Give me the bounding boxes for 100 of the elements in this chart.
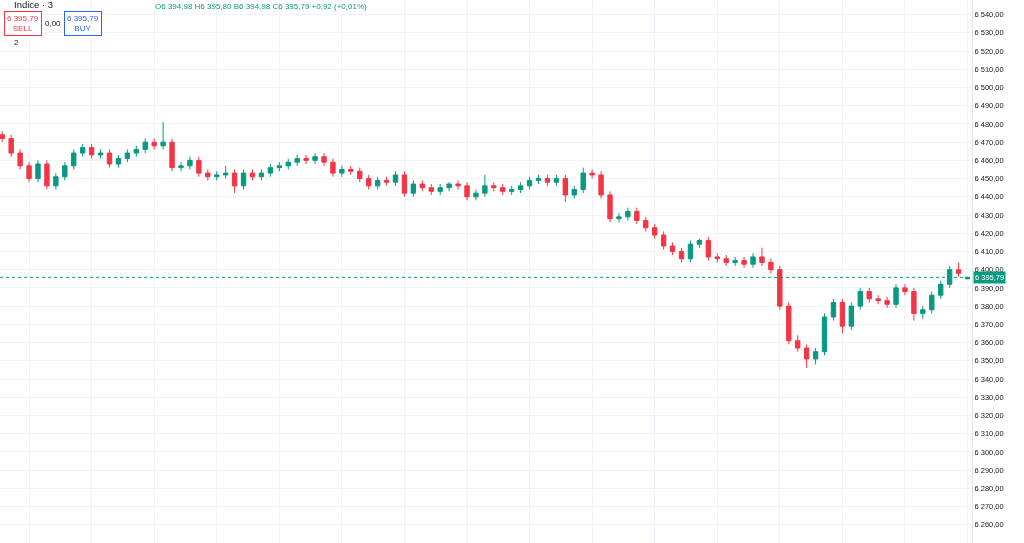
candlestick	[526, 176, 533, 190]
candlestick	[562, 174, 569, 203]
candlestick	[705, 236, 712, 262]
candlestick	[187, 156, 193, 170]
candlestick	[589, 168, 595, 180]
candlestick	[428, 183, 434, 196]
candlestick	[44, 159, 50, 190]
candlestick	[669, 241, 676, 256]
candlestick	[348, 165, 354, 176]
candlestick	[178, 161, 184, 172]
candlestick	[249, 168, 256, 181]
candlestick	[240, 168, 247, 190]
candlestick	[750, 252, 756, 269]
candlestick	[929, 291, 935, 314]
candlestick	[62, 161, 68, 181]
candlestick	[652, 223, 658, 240]
candlestick	[723, 254, 729, 267]
candlestick	[339, 165, 345, 178]
annotation: 6 395,79 SELL	[7, 14, 39, 34]
candlestick	[643, 216, 649, 232]
candlestick	[911, 287, 917, 322]
candlestick	[160, 121, 166, 150]
annotation: O6 394,98 H6 395,80 B6 394,98 C6 395,79 +0,92 (+0,01%)	[155, 2, 368, 11]
candlestick	[875, 294, 881, 305]
candlestick	[71, 148, 77, 170]
candlestick	[401, 170, 408, 198]
candlestick	[17, 148, 23, 170]
candlestick	[151, 137, 157, 150]
candlestick	[0, 130, 5, 143]
annotation: 0,00	[45, 19, 62, 28]
candlestick	[464, 181, 470, 201]
candlestick	[303, 154, 309, 165]
candlestick	[53, 172, 59, 190]
candlestick	[830, 298, 837, 322]
candlestick	[35, 159, 41, 183]
candlestick	[884, 296, 890, 309]
candlestick	[759, 247, 765, 267]
candlestick	[732, 256, 738, 267]
candlestick	[79, 143, 86, 158]
candlestick	[544, 174, 551, 187]
candlestick	[115, 154, 122, 169]
candlestick	[410, 179, 417, 198]
annotation: 2	[14, 38, 19, 47]
candlestick	[88, 143, 95, 160]
candlestick	[276, 161, 282, 172]
candlestick	[607, 190, 613, 223]
candlestick	[857, 287, 863, 311]
candlestick	[124, 148, 131, 163]
candlestick	[214, 170, 220, 181]
candlestick	[625, 207, 631, 221]
candlestick	[598, 170, 604, 200]
candlestick	[455, 179, 461, 190]
candlestick	[580, 167, 586, 194]
candlestick	[142, 137, 148, 154]
candlestick	[517, 181, 524, 194]
candlestick	[205, 168, 211, 181]
candlestick	[795, 334, 801, 353]
candlestick	[133, 145, 139, 158]
candlestick	[786, 301, 792, 345]
candlestick	[446, 181, 452, 192]
candlestick	[509, 185, 515, 196]
candlestick	[258, 168, 265, 181]
candlestick	[660, 230, 667, 251]
candlestick	[222, 165, 229, 180]
candlestick	[696, 238, 703, 249]
candlestick	[473, 189, 479, 201]
candlestick	[366, 174, 372, 190]
annotation: 6 395,79 BUY	[67, 14, 99, 34]
candlestick	[437, 183, 443, 196]
candlestick	[8, 134, 14, 158]
candlestick	[893, 283, 899, 309]
candlestick	[26, 161, 32, 183]
candlestick	[839, 298, 846, 334]
candlestick	[374, 176, 381, 190]
candlestick	[938, 280, 944, 300]
candlestick	[491, 181, 497, 192]
candlestick	[357, 167, 363, 183]
candlestick	[419, 179, 426, 192]
candlestick	[848, 301, 855, 331]
candlestick	[866, 287, 872, 303]
candlestick	[955, 261, 962, 278]
candlestick	[741, 256, 747, 269]
candlestick	[616, 212, 622, 223]
candlestick	[500, 183, 506, 196]
candlestick	[294, 154, 300, 167]
candlestick	[482, 174, 488, 198]
candlestick	[392, 170, 399, 187]
candlestick	[553, 174, 560, 187]
candlestick	[535, 174, 542, 185]
candlestick	[687, 240, 694, 263]
candlestick	[920, 305, 926, 320]
candlestick	[285, 158, 291, 170]
chart-title: Indice · 3	[14, 0, 54, 11]
candlestick	[634, 207, 640, 225]
candlestick	[571, 185, 577, 200]
candlestick	[106, 148, 113, 169]
candlestick	[803, 343, 810, 369]
candlestick	[678, 247, 685, 263]
candlestick	[777, 265, 783, 311]
candlestick	[267, 163, 274, 178]
